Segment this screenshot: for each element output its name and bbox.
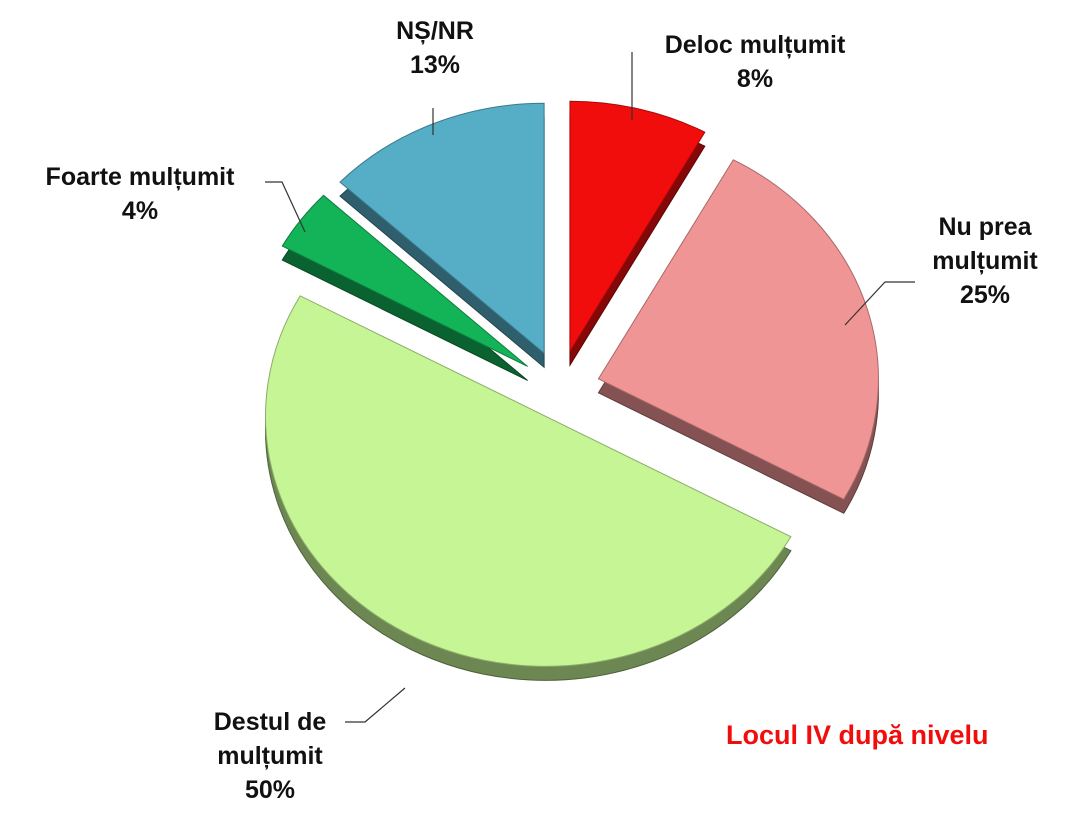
value-label: 25% [959,281,1011,309]
slice [265,295,792,667]
slice-label: Nu prea mulțumit 25% [915,210,1055,312]
slice [281,194,528,367]
slice-label: NȘ/NR 13% [355,14,515,82]
value-label: 50% [244,776,296,804]
slice-label: Foarte mulțumit 4% [0,160,280,228]
slice [597,159,879,500]
slice-label: Destul de mulțumit 50% [190,705,350,807]
category-label: Deloc mulțumit [664,31,846,59]
slice [569,100,706,354]
category-label: NȘ/NR [396,17,474,45]
slice-label: Deloc mulțumit 8% [615,28,895,96]
value-label: 13% [409,51,461,79]
category-label: Destul de mulțumit [213,708,327,770]
category-label: Nu prea mulțumit [932,213,1038,275]
value-label: 4% [121,197,159,225]
leader-line [345,687,406,723]
pie [265,100,879,681]
leader-lines [265,52,915,723]
value-label: 8% [736,65,774,93]
leader-line [844,281,915,326]
leader-line [265,181,306,233]
annotation: Locul IV după nivelu [726,720,989,750]
category-label: Foarte mulțumit [45,163,235,191]
